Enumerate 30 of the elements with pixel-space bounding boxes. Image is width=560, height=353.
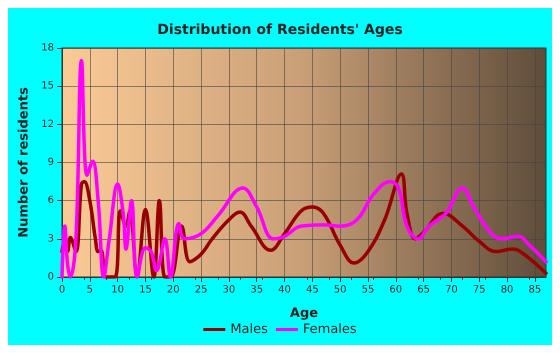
x-tick-label: 10 — [111, 284, 124, 296]
x-tick-label: 40 — [278, 284, 291, 296]
x-tick-label: 65 — [417, 284, 430, 296]
y-tick-label: 6 — [48, 195, 54, 206]
x-tick-label: 80 — [500, 284, 514, 296]
x-tick-label: 25 — [194, 284, 208, 296]
legend-label: Males — [230, 322, 268, 337]
x-tick-label: 5 — [86, 284, 94, 296]
x-tick-label: 75 — [472, 284, 486, 296]
x-tick-label: 55 — [362, 284, 374, 296]
x-tick-label: 15 — [139, 284, 152, 296]
y-tick-label: 9 — [48, 157, 54, 168]
y-tick-label: 0 — [48, 272, 54, 282]
y-tick-label: 12 — [41, 118, 54, 130]
legend-label: Females — [302, 322, 357, 337]
y-tick-label: 15 — [41, 80, 54, 92]
x-tick-label: 60 — [389, 284, 402, 296]
x-tick-label: 0 — [58, 284, 66, 296]
y-tick-label: 3 — [48, 233, 54, 244]
x-tick-label: 35 — [250, 284, 264, 296]
x-tick-label: 85 — [528, 284, 542, 296]
x-axis-title: Age — [290, 306, 318, 321]
x-tick-label: 30 — [222, 284, 236, 296]
chart-title: Distribution of Residents' Ages — [157, 22, 403, 38]
x-tick-label: 20 — [166, 284, 180, 296]
x-tick-label: 70 — [445, 284, 458, 296]
y-tick-label: 18 — [41, 42, 54, 54]
x-tick-label: 45 — [306, 284, 319, 296]
y-axis-title: Number of residents — [16, 86, 32, 238]
x-tick-label: 50 — [334, 284, 347, 296]
